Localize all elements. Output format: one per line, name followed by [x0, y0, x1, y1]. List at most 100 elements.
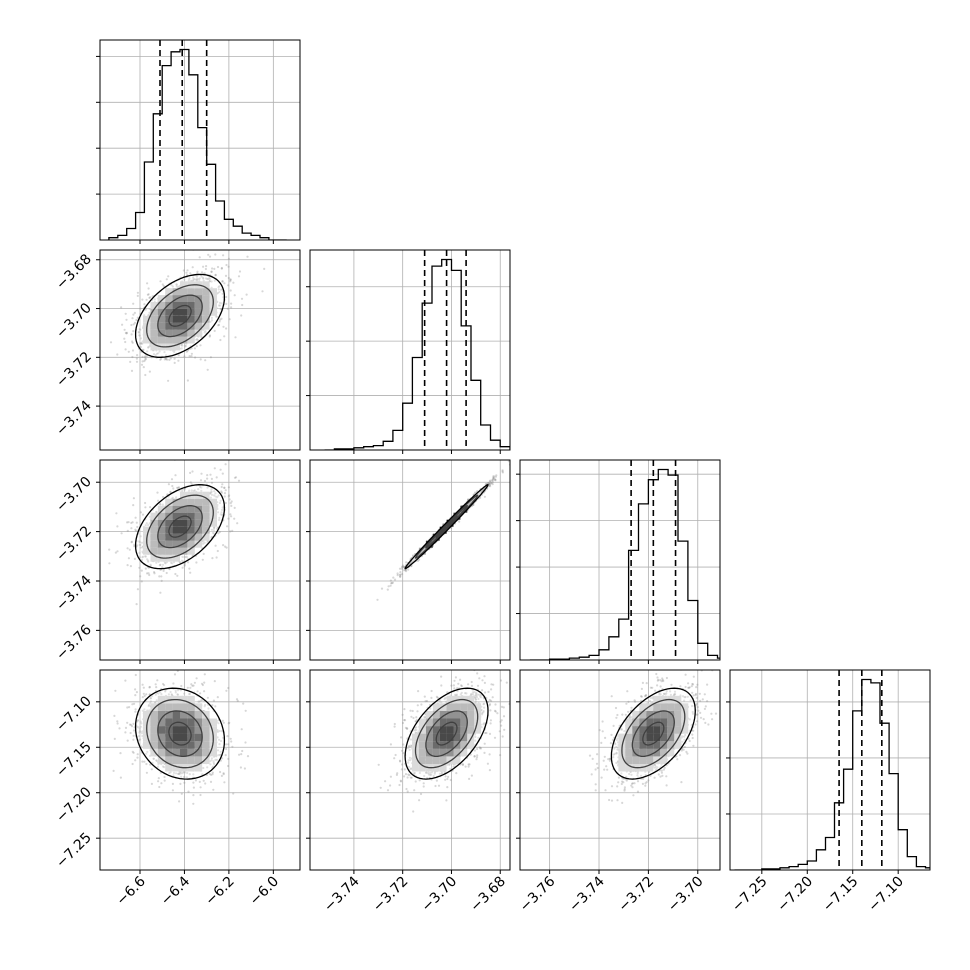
density-block — [150, 315, 158, 323]
scatter-point — [189, 571, 192, 574]
scatter-point — [141, 360, 144, 363]
scatter-point — [136, 544, 139, 547]
panel-body — [324, 250, 510, 450]
density-block — [157, 505, 166, 513]
scatter-point — [176, 486, 179, 489]
density-block — [180, 336, 188, 344]
scatter-point — [203, 479, 207, 483]
scatter-point — [132, 313, 135, 316]
scatter-point — [208, 255, 212, 258]
scatter-point — [214, 274, 217, 277]
scatter-point — [202, 276, 205, 279]
scatter-point — [155, 352, 158, 355]
panel-r2-c0: −3.70−3.72−3.74−3.76 — [53, 459, 301, 664]
scatter-point — [196, 690, 199, 693]
scatter-point — [214, 273, 217, 276]
panel-body — [108, 460, 241, 606]
scatter-point — [198, 780, 201, 784]
scatter-point — [213, 467, 216, 470]
scatter-point — [205, 265, 208, 268]
scatter-point — [217, 532, 220, 535]
scatter-point — [218, 290, 221, 294]
scatter-point — [218, 530, 221, 534]
scatter-point — [226, 735, 229, 738]
scatter-point — [136, 354, 139, 357]
density-block — [180, 547, 188, 555]
scatter-point — [226, 307, 229, 310]
scatter-point — [132, 323, 135, 326]
scatter-point — [234, 476, 238, 479]
scatter-point — [136, 753, 139, 756]
scatter-point — [230, 306, 233, 309]
scatter-point — [138, 342, 142, 345]
scatter-point — [173, 350, 176, 354]
scatter-point — [225, 302, 228, 305]
density-block — [165, 322, 173, 330]
density-block — [150, 336, 158, 344]
scatter-point — [159, 503, 162, 506]
scatter-point — [142, 555, 145, 558]
scatter-point — [233, 517, 236, 520]
scatter-point — [224, 545, 227, 548]
scatter-point — [174, 572, 177, 576]
scatter-point — [210, 481, 214, 484]
density-block — [143, 526, 151, 534]
scatter-point — [175, 283, 178, 286]
density-block — [165, 505, 173, 513]
scatter-point — [199, 479, 203, 482]
scatter-point — [221, 472, 224, 475]
scatter-point — [161, 503, 164, 506]
density-block — [187, 336, 195, 344]
scatter-point — [194, 356, 197, 359]
density-block — [165, 329, 173, 337]
density-block — [157, 547, 166, 555]
contour-line-2 — [146, 284, 214, 348]
scatter-point — [153, 571, 156, 574]
scatter-point — [202, 540, 205, 543]
panel-body — [376, 460, 510, 601]
density-block — [172, 519, 180, 527]
scatter-point — [229, 278, 232, 281]
scatter-point — [405, 561, 408, 564]
scatter-point — [128, 548, 131, 551]
scatter-point — [204, 277, 208, 280]
scatter-point — [135, 360, 139, 363]
scatter-point — [198, 485, 202, 488]
scatter-point — [130, 527, 133, 530]
scatter-point — [186, 379, 189, 382]
scatter-point — [109, 341, 113, 344]
scatter-point — [227, 257, 230, 260]
scatter-point — [223, 495, 226, 498]
density-block — [172, 302, 180, 309]
scatter-point — [224, 463, 227, 466]
scatter-point — [214, 492, 217, 495]
scatter-point — [190, 355, 193, 358]
scatter-point — [203, 331, 206, 334]
density-block — [172, 315, 180, 323]
scatter-point — [195, 561, 198, 564]
scatter-point — [209, 780, 213, 784]
scatter-point — [144, 355, 147, 358]
panel-r3-c0: −7.10−7.15−7.20−7.25−6.6 −6.4 −6.2 −6.0 — [53, 669, 301, 909]
scatter-point — [192, 802, 195, 805]
scatter-point — [147, 559, 150, 562]
scatter-point — [190, 347, 193, 350]
scatter-point — [123, 328, 126, 331]
scatter-point — [144, 358, 147, 361]
y-tick-label: −3.70 — [53, 474, 95, 516]
scatter-point — [210, 319, 214, 322]
scatter-point — [216, 315, 219, 318]
scatter-point — [184, 344, 187, 348]
scatter-point — [157, 499, 160, 502]
scatter-point — [135, 603, 138, 606]
scatter-point — [180, 344, 183, 347]
scatter-point — [237, 479, 241, 482]
density-block — [187, 526, 195, 534]
density-block — [150, 526, 158, 534]
scatter-point — [192, 489, 195, 493]
scatter-point — [141, 513, 145, 516]
scatter-point — [154, 354, 157, 357]
scatter-point — [213, 279, 216, 282]
scatter-point — [124, 348, 127, 351]
scatter-point — [136, 588, 139, 591]
